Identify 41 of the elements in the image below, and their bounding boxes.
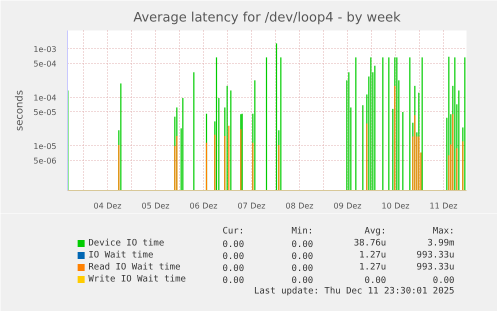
text: Min: bbox=[291, 226, 314, 236]
text: 1.27u bbox=[359, 262, 386, 272]
text: Avg: bbox=[364, 226, 386, 236]
text: 0.00 bbox=[291, 276, 314, 286]
chart-title: Average latency for /dev/loop4 - by week bbox=[133, 10, 402, 26]
y-axis-title: seconds bbox=[14, 90, 26, 131]
text: Cur: bbox=[222, 226, 244, 236]
y-tick-label: 1e-04 bbox=[33, 93, 56, 102]
y-tick-label: 5e-05 bbox=[33, 108, 56, 117]
text: 0.00 bbox=[222, 252, 244, 262]
y-tick-label: 1e-03 bbox=[33, 44, 56, 54]
text: 0.00 bbox=[222, 240, 244, 250]
text: 0.00 bbox=[291, 264, 314, 274]
legend-label: Write IO Wait time bbox=[88, 274, 186, 284]
text: 993.33u bbox=[416, 250, 454, 260]
legend-label: Read IO Wait time bbox=[88, 262, 180, 272]
x-tick-label: 08 Dez bbox=[286, 202, 314, 210]
y-tick-label: 5e-06 bbox=[33, 156, 56, 166]
y-tick-label: 1e-05 bbox=[33, 142, 56, 151]
y-tick-label: 5e-04 bbox=[33, 60, 56, 69]
text: 0.00 bbox=[432, 276, 454, 286]
x-tick-label: 06 Dez bbox=[190, 202, 218, 210]
text: Max: bbox=[432, 226, 454, 236]
text: 0.00 bbox=[291, 252, 314, 262]
text: Last update: Thu Dec 11 23:30:01 2025 bbox=[254, 286, 454, 296]
text: 38.76u bbox=[354, 238, 386, 248]
text: 0.00 bbox=[222, 264, 244, 274]
text: 1.27u bbox=[359, 250, 386, 260]
text: 993.33u bbox=[416, 262, 454, 272]
x-tick-label: 04 Dez bbox=[94, 202, 122, 210]
x-tick-label: 05 Dez bbox=[142, 202, 170, 210]
text: 3.99m bbox=[427, 238, 454, 248]
x-tick-label: 11 Dez bbox=[430, 202, 458, 210]
x-tick-label: 07 Dez bbox=[238, 202, 266, 210]
legend-label: Device IO time bbox=[88, 238, 164, 248]
x-tick-label: 10 Dez bbox=[382, 202, 410, 210]
text: 0.00 bbox=[291, 240, 314, 250]
x-tick-label: 09 Dez bbox=[334, 202, 362, 210]
text: 0.00 bbox=[364, 276, 386, 286]
legend-label: IO Wait time bbox=[88, 250, 154, 260]
text: 0.00 bbox=[222, 276, 244, 286]
